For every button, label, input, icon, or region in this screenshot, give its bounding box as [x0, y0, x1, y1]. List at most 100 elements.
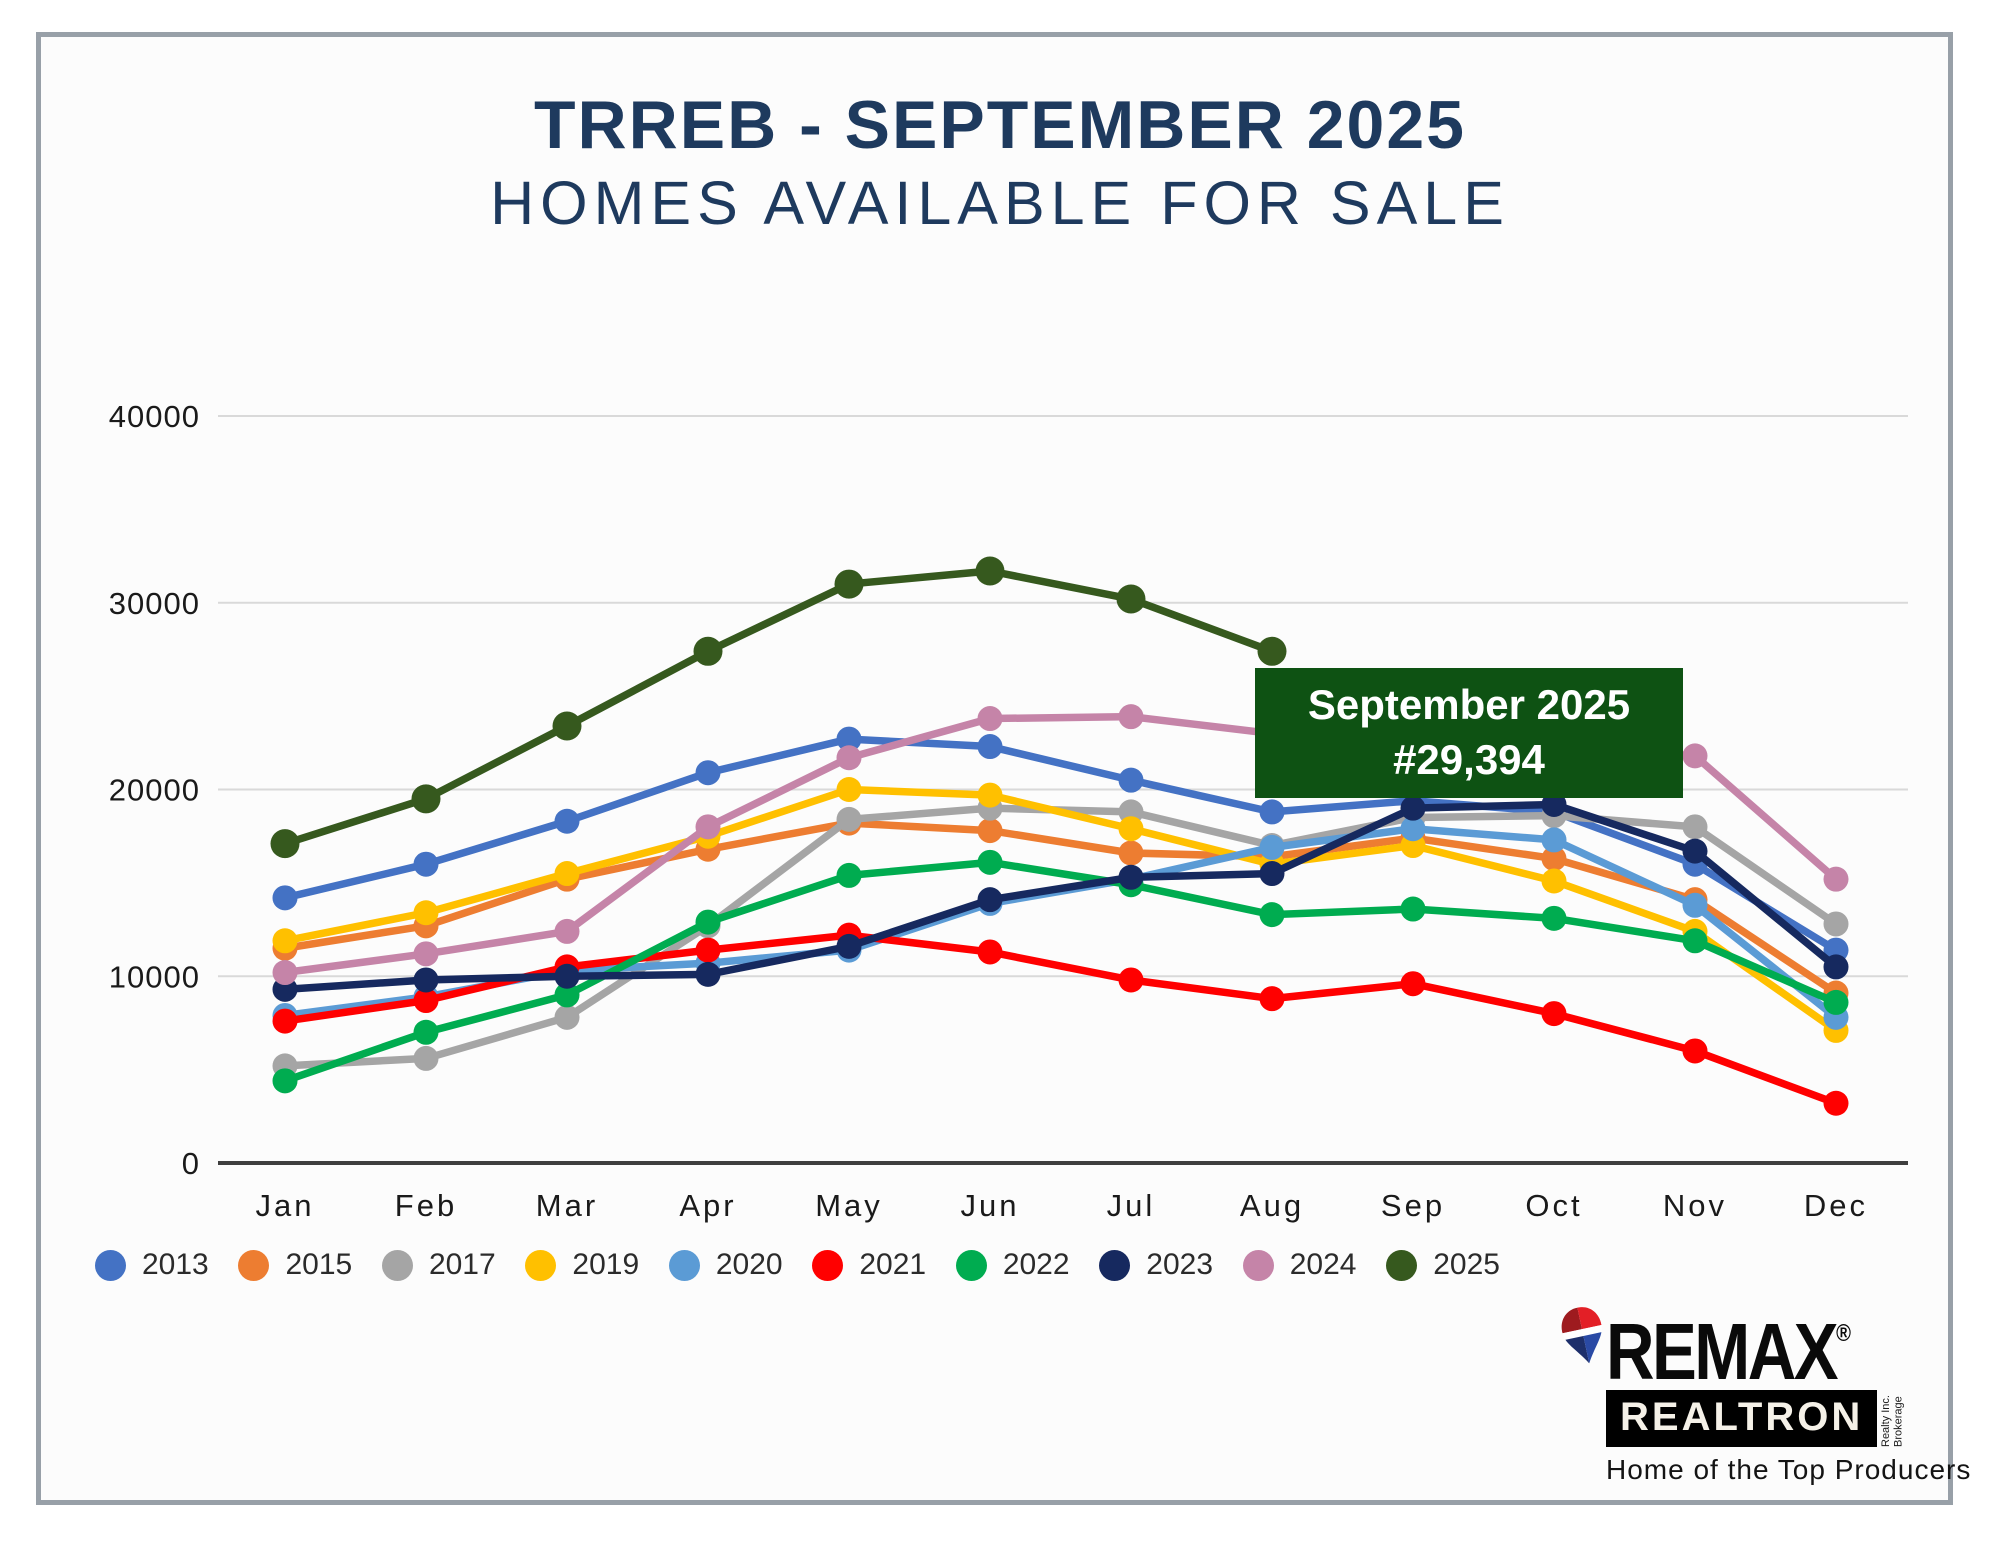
series-point-2013-Jun [977, 734, 1003, 760]
series-point-2022-Mar [554, 982, 580, 1008]
series-point-2024-Dec [1823, 866, 1849, 892]
y-tick-label-30000: 30000 [109, 586, 200, 621]
series-point-2023-Dec [1823, 954, 1849, 980]
x-tick-label-Jan: Jan [256, 1188, 315, 1223]
series-point-2015-Jun [977, 818, 1003, 844]
chart-legend: 2013 2015 2017 2019 2020 2021 2022 2023 2024 2025 [95, 1248, 1500, 1282]
legend-item-2020: 2020 [668, 1248, 783, 1282]
series-point-2022-Dec [1823, 989, 1849, 1015]
legend-label-2015: 2015 [285, 1248, 353, 1281]
legend-item-2013: 2013 [95, 1248, 209, 1282]
series-point-2024-Nov [1682, 743, 1708, 769]
x-tick-label-Feb: Feb [395, 1188, 457, 1223]
series-point-2022-Feb [413, 1019, 439, 1045]
legend-label-2025: 2025 [1433, 1248, 1500, 1281]
series-point-2013-Jul [1118, 767, 1144, 793]
y-tick-label-0: 0 [182, 1146, 200, 1181]
series-point-2015-Jul [1118, 840, 1144, 866]
series-line-2022 [281, 858, 1840, 1085]
series-point-2021-Jan [272, 1008, 298, 1034]
series-point-2022-May [836, 862, 862, 888]
series-point-2021-Nov [1682, 1038, 1708, 1064]
legend-dot-2025 [1386, 1249, 1418, 1281]
series-point-2020-Aug [1259, 834, 1285, 860]
series-point-2023-Jun [977, 887, 1003, 913]
legend-item-2024: 2024 [1242, 1248, 1357, 1282]
series-line-2019 [281, 785, 1840, 1035]
series-point-2025-Jan [270, 829, 300, 859]
page-title: TRREB - SEPTEMBER 2025 [534, 87, 1466, 163]
x-tick-label-Jun: Jun [961, 1188, 1020, 1223]
legend-item-2015: 2015 [238, 1248, 352, 1282]
series-point-2013-Jan [272, 885, 298, 911]
legend-dot-2015 [238, 1249, 270, 1281]
series-point-2021-Aug [1259, 986, 1285, 1012]
legend-label-2023: 2023 [1146, 1248, 1214, 1281]
series-point-2022-Jun [977, 849, 1003, 875]
series-point-2022-Nov [1682, 928, 1708, 954]
series-point-2013-Aug [1259, 799, 1285, 825]
series-point-2021-Jul [1118, 967, 1144, 993]
series-line-2025 [281, 567, 1276, 848]
series-point-2019-Jun [977, 782, 1003, 808]
series-point-2013-Mar [554, 808, 580, 834]
series-line-2023 [281, 800, 1840, 994]
x-tick-label-Oct: Oct [1525, 1188, 1582, 1223]
series-point-2023-Oct [1541, 791, 1567, 817]
x-tick-label-Dec: Dec [1804, 1188, 1868, 1223]
series-point-2025-Feb [411, 784, 441, 814]
logo-tagline: Home of the Top Producers [1606, 1454, 1972, 1485]
series-point-2017-Dec [1823, 911, 1849, 937]
series-point-2025-Apr [693, 636, 723, 666]
x-tick-label-Aug: Aug [1240, 1188, 1304, 1223]
legend-item-2019: 2019 [525, 1248, 639, 1282]
realtron-banner: REALTRON [1606, 1390, 1878, 1447]
legend-dot-2022 [955, 1249, 987, 1281]
series-point-2025-May [834, 569, 864, 599]
series-point-2017-Feb [413, 1045, 439, 1071]
y-tick-label-20000: 20000 [109, 773, 200, 808]
series-point-2022-Apr [695, 909, 721, 935]
legend-label-2019: 2019 [572, 1248, 640, 1281]
legend-dot-2021 [812, 1249, 844, 1281]
legend-item-2023: 2023 [1099, 1248, 1213, 1282]
callout-month-label: September 2025 [1307, 681, 1631, 729]
series-point-2023-Aug [1259, 861, 1285, 887]
series-point-2025-Aug [1257, 636, 1287, 666]
series-point-2023-Nov [1682, 838, 1708, 864]
legend-label-2022: 2022 [1002, 1248, 1070, 1281]
series-point-2017-Nov [1682, 814, 1708, 840]
legend-dot-2023 [1099, 1249, 1131, 1281]
legend-dot-2020 [668, 1249, 700, 1281]
series-point-2025-Jun [975, 556, 1005, 586]
series-point-2025-Jul [1116, 584, 1146, 614]
series-point-2023-Jul [1118, 864, 1144, 890]
series-point-2025-Mar [552, 711, 582, 741]
series-point-2021-Feb [413, 988, 439, 1014]
series-point-2017-Mar [554, 1004, 580, 1030]
series-point-2021-Jun [977, 939, 1003, 965]
legend-dot-2013 [95, 1249, 126, 1281]
series-point-2024-Mar [554, 918, 580, 944]
series-point-2023-Apr [695, 961, 721, 987]
series-point-2023-Mar [554, 963, 580, 989]
series-point-2013-May [836, 726, 862, 752]
series-point-2015-Oct [1541, 846, 1567, 872]
legend-item-2017: 2017 [381, 1248, 496, 1282]
series-point-2019-Feb [413, 900, 439, 926]
callout-value: #29,394 [1393, 736, 1545, 783]
series-point-2022-Oct [1541, 905, 1567, 931]
series-line-2021 [281, 931, 1840, 1107]
x-tick-label-Jul: Jul [1107, 1188, 1156, 1223]
series-point-2021-Apr [695, 937, 721, 963]
x-tick-label-Mar: Mar [536, 1188, 598, 1223]
y-tick-label-40000: 40000 [109, 399, 200, 434]
series-point-2023-May [836, 933, 862, 959]
legend-label-2021: 2021 [859, 1248, 927, 1281]
remax-balloon-icon [1560, 1306, 1606, 1366]
legend-label-2013: 2013 [142, 1248, 209, 1281]
series-point-2021-Sep [1400, 971, 1426, 997]
x-tick-label-Apr: Apr [679, 1188, 736, 1223]
legend-dot-2017 [381, 1249, 413, 1281]
